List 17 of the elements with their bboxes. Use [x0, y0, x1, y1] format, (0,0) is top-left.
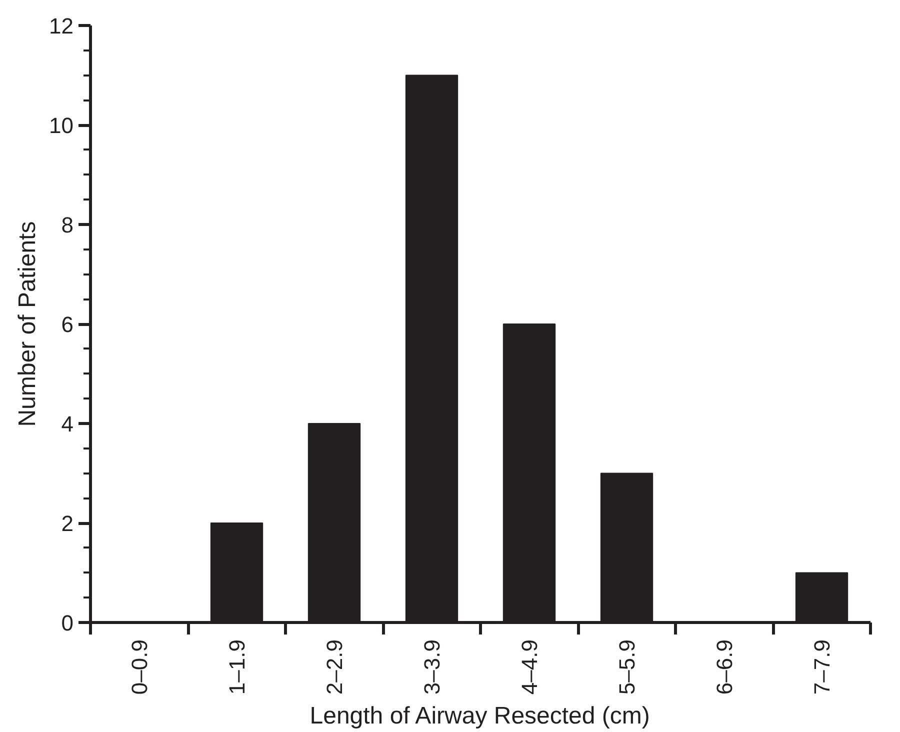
y-tick-label: 4 — [61, 412, 74, 436]
x-tick-label: 6–6.9 — [712, 639, 737, 695]
y-tick-label: 12 — [49, 14, 74, 38]
x-tick-label: 4–4.9 — [516, 639, 542, 695]
x-axis-title: Length of Airway Resected (cm) — [310, 702, 650, 730]
y-tick-label: 8 — [61, 212, 74, 238]
x-tick-label: 5–5.9 — [614, 639, 640, 695]
x-tick-label: 7–7.9 — [809, 639, 834, 695]
y-tick-label: 0 — [61, 610, 74, 636]
y-tick-label: 6 — [61, 312, 74, 337]
y-axis-title: Number of Patients — [14, 221, 42, 427]
y-tick-label: 2 — [61, 511, 74, 536]
x-tick-label: 0–0.9 — [126, 639, 152, 695]
x-tick-label: 1–1.9 — [224, 639, 250, 695]
y-tick-label: 10 — [49, 113, 74, 138]
x-tick-label: 3–3.9 — [419, 639, 444, 695]
x-tick-label: 2–2.9 — [322, 639, 347, 695]
